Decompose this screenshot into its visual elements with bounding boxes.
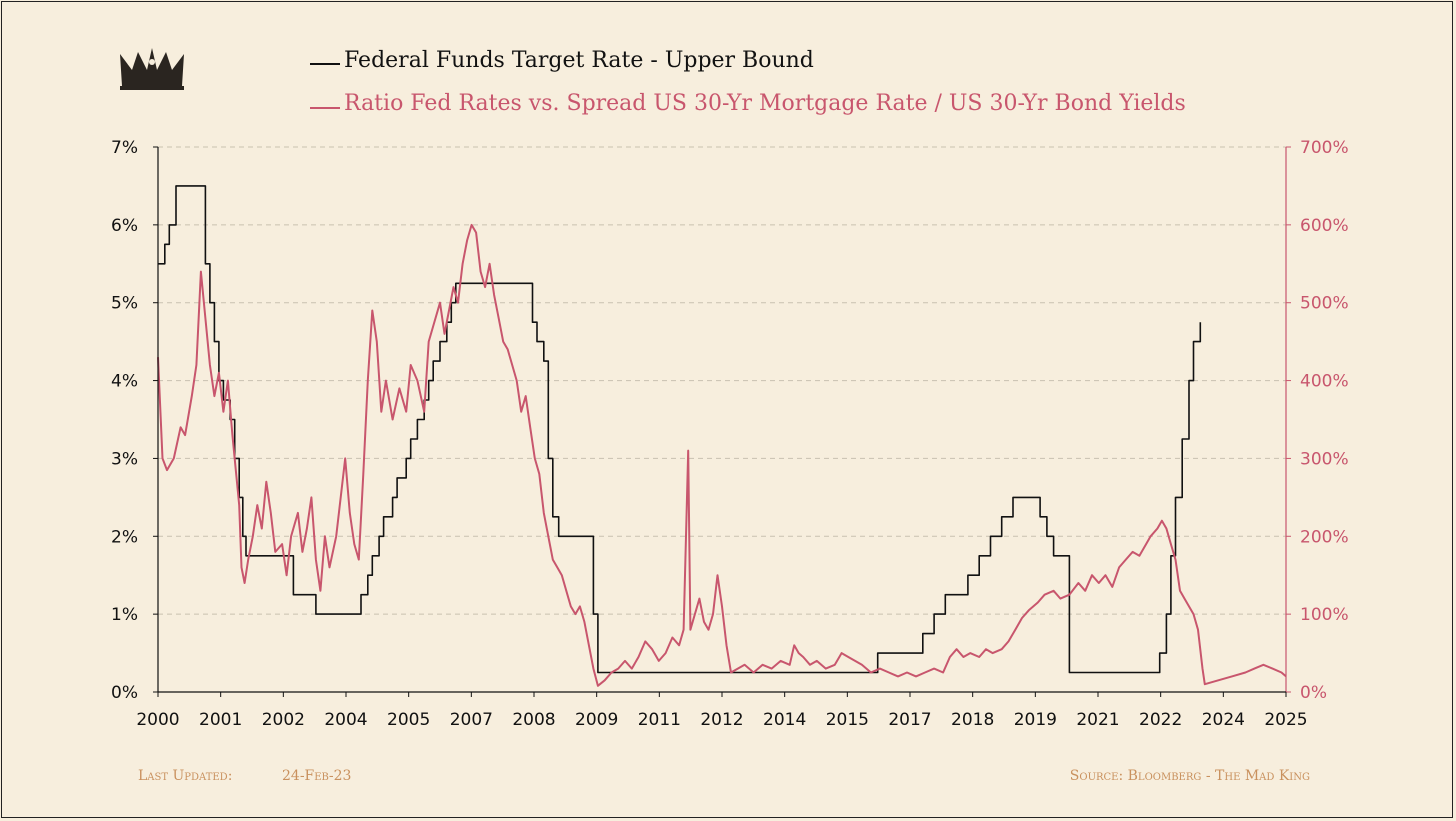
- legend-label-ratio: Ratio Fed Rates vs. Spread US 30-Yr Mort…: [344, 91, 1186, 116]
- y-right-tick-label: 200%: [1300, 527, 1349, 547]
- footer-source: Source: Bloomberg - The Mad King: [1070, 768, 1310, 784]
- y-left-tick-label: 7%: [111, 138, 138, 158]
- footer-updated-value: 24-Feb-23: [282, 768, 351, 784]
- crown-icon: [120, 48, 184, 90]
- x-tick-label: 2000: [136, 710, 179, 730]
- y-right-tick-label: 600%: [1300, 216, 1349, 236]
- y-left-tick-label: 4%: [111, 372, 138, 392]
- x-tick-label: 2025: [1264, 710, 1307, 730]
- x-tick-label: 2024: [1202, 710, 1245, 730]
- y-left-tick-label: 6%: [111, 216, 138, 236]
- x-tick-label: 2005: [387, 710, 430, 730]
- x-tick-label: 2019: [1014, 710, 1057, 730]
- x-tick-label: 2017: [888, 710, 931, 730]
- y-right-tick-label: 100%: [1300, 605, 1349, 625]
- x-tick-label: 2014: [763, 710, 806, 730]
- legend: Federal Funds Target Rate - Upper Bound …: [310, 48, 1186, 116]
- x-tick-label: 2004: [324, 710, 367, 730]
- y-right-tick-label: 500%: [1300, 294, 1349, 314]
- x-tick-label: 2018: [951, 710, 994, 730]
- x-tick-label: 2009: [575, 710, 618, 730]
- footer-updated-label: Last Updated:: [138, 768, 232, 784]
- y-right-tick-label: 400%: [1300, 372, 1349, 392]
- x-tick-label: 2008: [512, 710, 555, 730]
- axes: 0% 1% 2% 3% 4% 5% 6% 7% 0% 100% 200% 300% 400% 500% 60…: [111, 138, 1349, 730]
- x-tick-label: 2021: [1076, 710, 1119, 730]
- legend-label-fed: Federal Funds Target Rate - Upper Bound: [344, 48, 814, 73]
- y-left-tick-label: 2%: [111, 527, 138, 547]
- y-left-tick-label: 3%: [111, 449, 138, 469]
- y-right-tick-label: 0%: [1300, 683, 1327, 703]
- series-layer: [157, 185, 1287, 687]
- x-tick-label: 2022: [1139, 710, 1182, 730]
- series-line-fed-funds: [158, 185, 1202, 674]
- x-tick-label: 2001: [199, 710, 242, 730]
- series-line-ratio: [157, 223, 1287, 687]
- x-tick-label: 2011: [638, 710, 681, 730]
- y-right-tick-label: 700%: [1300, 138, 1349, 158]
- gridlines: [158, 146, 1286, 615]
- x-tick-label: 2015: [826, 710, 869, 730]
- x-tick-label: 2012: [700, 710, 743, 730]
- y-right-tick-label: 300%: [1300, 449, 1349, 469]
- x-tick-label: 2002: [262, 710, 305, 730]
- x-tick-label: 2007: [450, 710, 493, 730]
- y-left-tick-label: 0%: [111, 683, 138, 703]
- y-left-tick-label: 5%: [111, 294, 138, 314]
- y-left-tick-label: 1%: [111, 605, 138, 625]
